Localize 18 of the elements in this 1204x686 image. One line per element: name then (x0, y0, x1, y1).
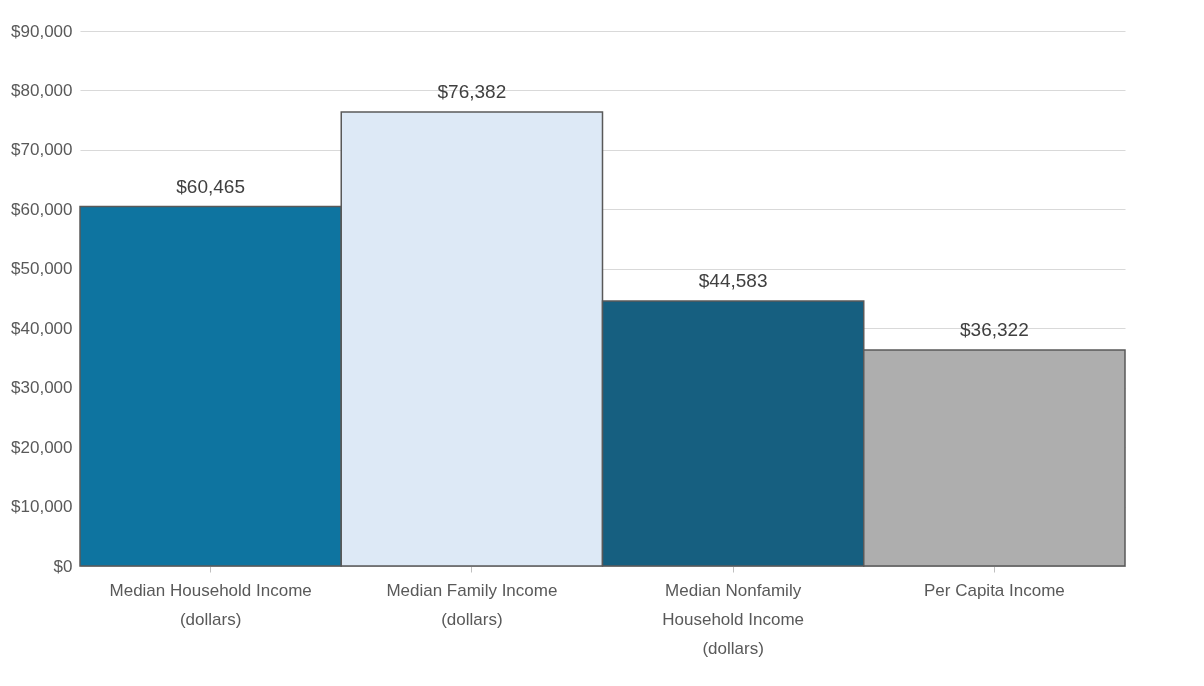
y-tick-label: $0 (53, 556, 73, 576)
x-tick-label: Median Family Income (dollars) (386, 580, 558, 629)
y-tick-label: $90,000 (11, 21, 73, 41)
y-tick-label: $60,000 (11, 199, 73, 219)
y-tick-label: $40,000 (11, 318, 73, 338)
x-tick-label: Per Capita Income (923, 580, 1065, 600)
y-tick-label: $80,000 (11, 80, 73, 100)
y-tick-label: $10,000 (11, 497, 73, 517)
y-tick-label: $50,000 (11, 259, 73, 279)
data-label: $76,382 (437, 80, 507, 102)
data-label: $36,322 (960, 319, 1029, 341)
data-label: $44,583 (698, 269, 768, 291)
y-tick-label: $70,000 (11, 140, 73, 160)
x-tick-label: Median Nonfamily Household Income (dollars) (662, 580, 805, 658)
data-label: $60,465 (176, 175, 245, 197)
y-tick-label: $30,000 (11, 378, 73, 398)
y-tick-label: $20,000 (11, 437, 73, 457)
x-tick-label: Median Household Income (dollars) (109, 580, 312, 629)
